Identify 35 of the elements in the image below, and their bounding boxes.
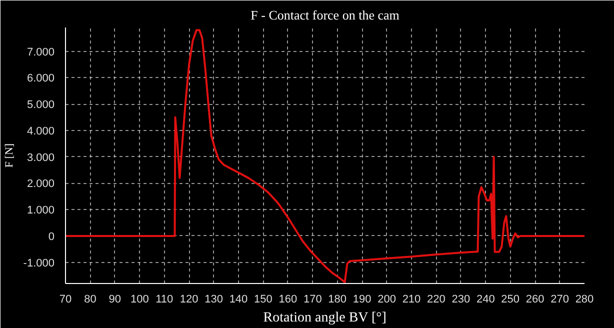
chart-title: F - Contact force on the cam xyxy=(250,8,400,22)
x-tick-label: 160 xyxy=(278,294,298,306)
x-tick-label: 200 xyxy=(378,294,396,306)
x-tick-label: 150 xyxy=(254,294,272,306)
y-tick-label: 4.000 xyxy=(26,125,55,138)
x-tick-label: 120 xyxy=(180,294,198,306)
x-tick-label: 240 xyxy=(476,294,495,306)
x-axis-title: Rotation angle BV [°] xyxy=(263,310,386,326)
x-tick-label: 90 xyxy=(108,294,122,306)
x-tick-label: 190 xyxy=(352,294,372,306)
y-tick-label: 7.000 xyxy=(26,46,55,58)
y-tick-label: 2.000 xyxy=(26,178,55,190)
x-tick-label: 100 xyxy=(130,294,149,306)
x-tick-label: 80 xyxy=(84,294,96,306)
x-tick-label: 250 xyxy=(501,294,520,306)
x-tick-label: 70 xyxy=(59,294,72,306)
line-series xyxy=(66,29,584,284)
x-tick-label: 210 xyxy=(402,294,421,306)
x-tick-label: 260 xyxy=(526,294,544,306)
x-tick-label: 270 xyxy=(550,294,569,306)
y-tick-label: 0 xyxy=(48,230,55,243)
y-tick-label: 5.000 xyxy=(26,99,55,112)
x-tick-label: 280 xyxy=(575,294,594,306)
x-tick-label: 220 xyxy=(427,294,446,306)
y-tick-label: 6.000 xyxy=(26,72,55,85)
y-axis-title: F [N] xyxy=(3,143,16,168)
x-tick-label: 170 xyxy=(303,294,322,306)
x-tick-label: 130 xyxy=(204,294,223,306)
x-tick-label: 140 xyxy=(229,294,248,306)
x-tick-label: 110 xyxy=(156,294,174,306)
y-tick-label: 1.000 xyxy=(26,204,55,217)
x-tick-label: 230 xyxy=(452,294,470,306)
x-tick-label: 180 xyxy=(328,294,347,306)
y-tick-label: -1.000 xyxy=(23,257,55,270)
y-tick-label: 3.000 xyxy=(26,152,55,164)
